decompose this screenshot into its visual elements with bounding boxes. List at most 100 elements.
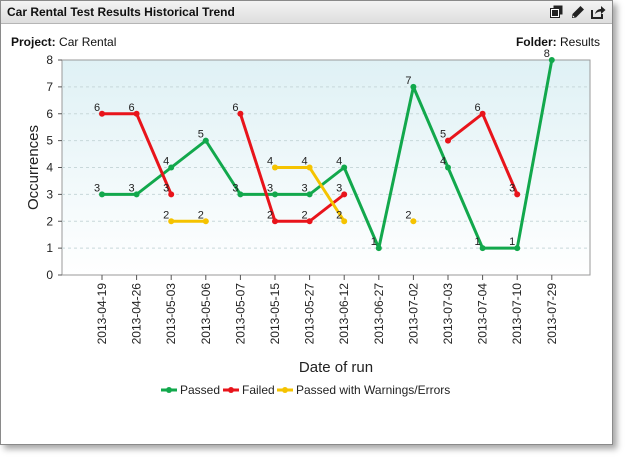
data-label: 2 — [198, 209, 204, 221]
folder-label: Folder: — [515, 35, 557, 49]
y-tick-label: 2 — [46, 214, 53, 228]
series-passed-with-warnings-errors: 2 2 4 4 2 2 — [163, 156, 417, 225]
data-label: 4 — [440, 156, 446, 168]
data-point — [410, 83, 417, 90]
data-label: 8 — [544, 48, 550, 60]
data-label: 4 — [267, 156, 273, 168]
data-label: 5 — [198, 129, 204, 141]
panel-title: Car Rental Test Results Historical Trend — [7, 5, 235, 19]
legend-marker — [228, 387, 234, 393]
data-point — [133, 191, 140, 198]
chart-panel: Car Rental Test Results Historical Trend — [0, 0, 613, 445]
data-point — [272, 164, 278, 171]
data-label: 3 — [509, 182, 515, 194]
data-point — [237, 110, 244, 117]
x-tick-label: 2013-04-19 — [95, 283, 109, 345]
series-passed: 3 3 4 5 3 3 3 4 1 7 4 1 1 8 — [94, 48, 555, 252]
x-tick-label: 2013-06-27 — [372, 283, 386, 345]
data-label: 5 — [440, 129, 446, 141]
data-point — [514, 191, 521, 198]
y-tick-label: 5 — [46, 134, 53, 148]
data-point — [514, 245, 521, 252]
data-point — [341, 191, 348, 198]
data-label: 2 — [163, 209, 169, 221]
x-tick-label: 2013-07-10 — [510, 283, 524, 345]
y-tick-label: 7 — [46, 80, 53, 94]
data-point — [445, 137, 451, 144]
x-tick-label: 2013-07-03 — [441, 283, 455, 345]
data-point — [99, 191, 105, 198]
data-label: 2 — [405, 209, 411, 221]
series-line — [102, 59, 554, 250]
data-point — [272, 218, 278, 225]
data-point — [341, 218, 348, 225]
panel-toolbar — [549, 4, 606, 19]
data-label: 6 — [232, 102, 238, 114]
data-label: 7 — [405, 75, 411, 87]
legend-label: Passed — [180, 383, 220, 397]
x-tick-label: 2013-05-06 — [199, 283, 213, 345]
legend-item: Failed — [223, 383, 275, 397]
data-point — [237, 191, 244, 198]
legend-item: Passed — [161, 383, 220, 397]
data-label: 1 — [509, 236, 515, 248]
data-point — [479, 245, 486, 252]
data-point — [133, 110, 140, 117]
project-label: Project: — [11, 35, 56, 49]
x-tick-label: 2013-05-27 — [303, 283, 317, 345]
y-tick-label: 6 — [46, 107, 53, 121]
x-tick-label: 2013-05-03 — [164, 283, 178, 345]
data-label: 4 — [302, 156, 308, 168]
data-point — [202, 218, 209, 225]
legend-item: Passed with Warnings/Errors — [277, 383, 450, 397]
x-tick-label: 2013-07-04 — [476, 283, 490, 345]
data-label: 3 — [129, 182, 135, 194]
x-tick-label: 2013-07-02 — [406, 283, 420, 345]
x-tick-label: 2013-04-26 — [130, 283, 144, 345]
data-label: 2 — [302, 209, 308, 221]
edit-pencil-icon[interactable] — [570, 4, 585, 19]
project-value: Car Rental — [59, 35, 117, 49]
data-point — [479, 110, 486, 117]
x-tick-label: 2013-07-29 — [545, 283, 559, 345]
data-label: 2 — [336, 209, 342, 221]
trend-chart: 0 1 2 3 4 5 6 7 8 2013-04-19 2013-04-26 2013-05-03 2… — [25, 48, 591, 397]
data-label: 3 — [163, 182, 169, 194]
y-tick-label: 8 — [46, 53, 53, 67]
data-label: 6 — [129, 102, 135, 114]
series-failed: 6 6 3 6 2 2 3 5 6 3 — [94, 102, 521, 225]
data-point — [341, 164, 348, 171]
y-tick-label: 0 — [46, 268, 53, 282]
legend-marker — [166, 387, 172, 393]
data-label: 3 — [232, 182, 238, 194]
data-point — [272, 191, 278, 198]
x-tick-label: 2013-05-07 — [233, 283, 247, 345]
data-point — [168, 191, 175, 198]
x-tick-label: 2013-05-15 — [268, 283, 282, 345]
data-label: 1 — [371, 236, 377, 248]
x-tick-label: 2013-06-12 — [337, 283, 351, 345]
legend-label: Passed with Warnings/Errors — [296, 383, 450, 397]
data-label: 3 — [302, 182, 308, 194]
export-icon[interactable] — [591, 4, 606, 19]
data-point — [375, 245, 382, 252]
legend-label: Failed — [242, 383, 275, 397]
copy-icon[interactable] — [549, 4, 564, 19]
data-label: 6 — [475, 102, 481, 114]
data-point — [548, 57, 555, 63]
x-axis-title: Date of run — [299, 359, 373, 376]
data-label: 2 — [267, 209, 273, 221]
data-point — [306, 191, 313, 198]
data-point — [168, 218, 175, 225]
data-point — [99, 110, 105, 117]
folder-value: Results — [559, 35, 600, 49]
data-label: 3 — [336, 182, 342, 194]
series-line — [238, 113, 346, 223]
project-info: Project: Car Rental — [11, 35, 116, 49]
data-point — [306, 164, 313, 171]
data-point — [168, 164, 175, 171]
data-label: 6 — [94, 102, 100, 114]
y-tick-label: 4 — [46, 161, 53, 175]
data-point — [202, 137, 209, 144]
data-point — [445, 164, 451, 171]
